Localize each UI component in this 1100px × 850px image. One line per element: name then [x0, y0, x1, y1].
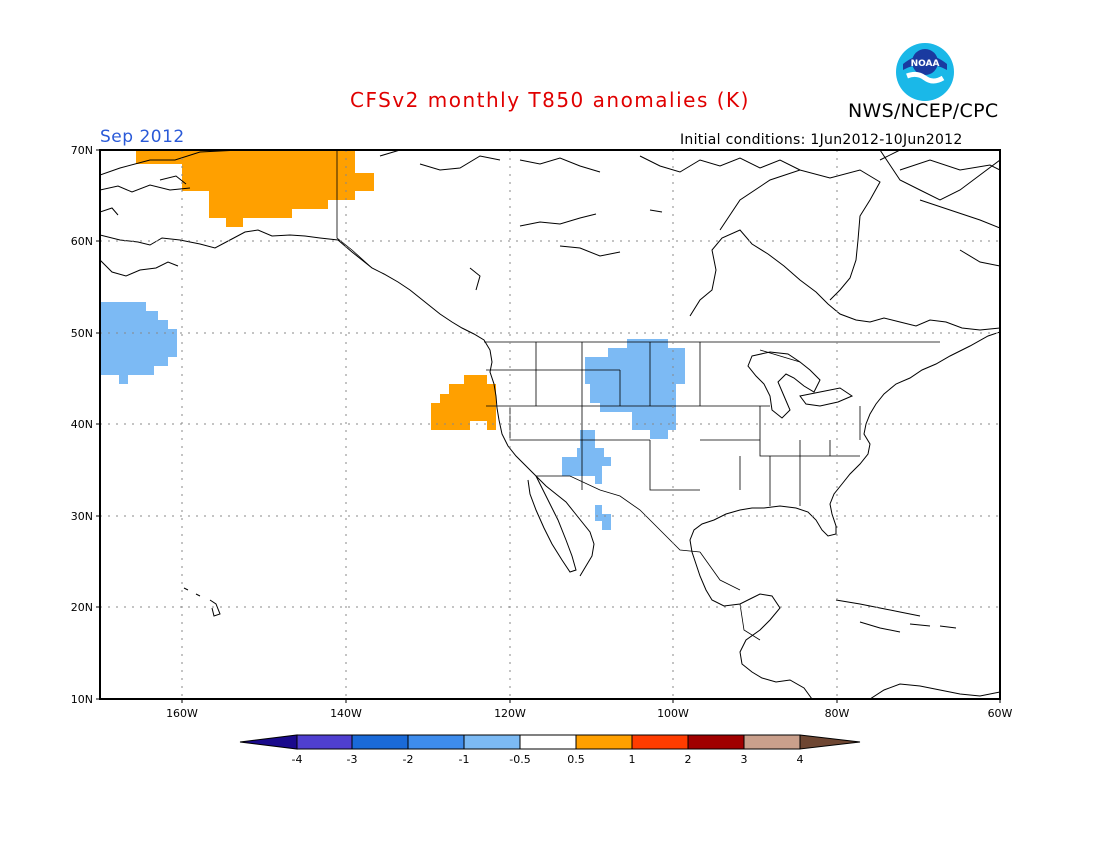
- forecast-month: Sep 2012: [100, 127, 185, 147]
- colorbar-swatch: [296, 734, 353, 750]
- colorbar-swatch: [407, 734, 465, 750]
- colorbar-tick: -2: [403, 753, 414, 766]
- colorbar-tick: -3: [347, 753, 358, 766]
- colorbar-tick: 4: [797, 753, 804, 766]
- noaa-logo: NOAA: [895, 42, 955, 102]
- initial-conditions: Initial conditions: 1Jun2012-10Jun2012: [680, 132, 963, 148]
- lon-label: 80W: [825, 707, 850, 720]
- colorbar-tick: 2: [685, 753, 692, 766]
- lat-label: 30N: [71, 510, 93, 523]
- map-title: CFSv2 monthly T850 anomalies (K): [350, 88, 750, 112]
- lon-label: 60W: [988, 707, 1013, 720]
- pacific-cold-anomaly: [100, 302, 177, 384]
- lon-label: 160W: [166, 707, 198, 720]
- colorbar-swatch: [463, 734, 521, 750]
- colorbar-low-arrow: [239, 734, 298, 750]
- lon-label: 140W: [330, 707, 362, 720]
- lon-label: 100W: [657, 707, 689, 720]
- lat-label: 20N: [71, 601, 93, 614]
- colorbar-tick: 0.5: [567, 753, 585, 766]
- colorbar-tick: -0.5: [509, 753, 530, 766]
- lat-label: 70N: [71, 144, 93, 157]
- latitude-labels: 70N 60N 50N 40N 30N 20N 10N: [71, 144, 93, 706]
- oregon-warm-anomaly: [431, 375, 496, 430]
- lon-label: 120W: [494, 707, 526, 720]
- colorbar-swatch: [687, 734, 745, 750]
- tick-marks: [96, 149, 1001, 703]
- lat-label: 50N: [71, 327, 93, 340]
- lat-label: 40N: [71, 418, 93, 431]
- colorbar-tick: -4: [292, 753, 303, 766]
- gridlines: [100, 150, 1000, 699]
- agency-label: NWS/NCEP/CPC: [848, 100, 999, 122]
- colorbar-tick: 1: [629, 753, 636, 766]
- lat-label: 10N: [71, 693, 93, 706]
- plains-cold-anomaly: [585, 339, 685, 439]
- colorbar-swatch: [743, 734, 801, 750]
- coastlines: [100, 150, 1000, 699]
- colorbar-tick-labels: -4 -3 -2 -1 -0.5 0.5 1 2 3 4: [292, 753, 804, 766]
- longitude-labels: 160W 140W 120W 100W 80W 60W: [166, 707, 1012, 720]
- colorbar-swatch: [519, 734, 577, 750]
- borders: [336, 150, 940, 641]
- colorbar-swatch: [351, 734, 409, 750]
- colorbar-tick: -1: [459, 753, 470, 766]
- lat-label: 60N: [71, 235, 93, 248]
- alaska-warm-anomaly: [136, 150, 374, 227]
- colorbar-swatch: [631, 734, 689, 750]
- colorbar-high-arrow: [799, 734, 861, 750]
- colorbar-swatch: [575, 734, 633, 750]
- southwest-cold-anomaly: [562, 430, 611, 530]
- anomaly-shading: [100, 150, 685, 530]
- colorbar: [239, 734, 861, 750]
- logo-text: NOAA: [911, 59, 940, 69]
- colorbar-tick: 3: [741, 753, 748, 766]
